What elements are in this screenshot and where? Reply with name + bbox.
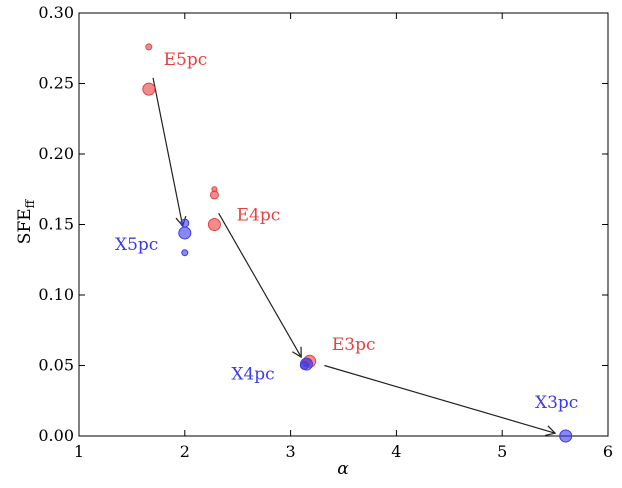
annotation-x3pc: X3pc — [535, 393, 578, 413]
y-tick-label: 0.30 — [38, 3, 74, 22]
x-tick-label: 2 — [180, 442, 190, 461]
y-tick-label: 0.00 — [38, 426, 74, 445]
y-tick-label: 0.10 — [38, 285, 74, 304]
annotation-e5pc: E5pc — [164, 50, 208, 70]
trend-arrow — [218, 212, 302, 359]
annotation-x4pc: X4pc — [231, 365, 274, 385]
data-point-x — [178, 226, 192, 240]
data-point-x — [559, 429, 573, 443]
y-tick-label: 0.20 — [38, 144, 74, 163]
plot-frame — [78, 12, 609, 437]
x-tick-label: 1 — [74, 442, 84, 461]
y-axis-title-sub: ff — [23, 198, 37, 208]
data-point-e — [209, 190, 219, 200]
x-tick-label: 5 — [497, 442, 507, 461]
data-point-x — [180, 218, 190, 228]
trend-arrow — [324, 364, 557, 437]
annotation-e4pc: E4pc — [237, 205, 281, 225]
x-axis-title: α — [337, 459, 349, 479]
y-tick-label: 0.25 — [38, 74, 74, 93]
y-axis-title: SFEff — [15, 198, 37, 244]
y-tick-label: 0.15 — [38, 215, 74, 234]
annotation-e3pc: E3pc — [332, 335, 376, 355]
trend-arrow — [152, 77, 187, 228]
x-tick-label: 6 — [603, 442, 613, 461]
x-tick-label: 3 — [286, 442, 296, 461]
data-point-x — [181, 249, 189, 257]
x-tick-label: 4 — [391, 442, 401, 461]
data-point-x — [299, 361, 309, 370]
y-axis-title-main: SFE — [15, 208, 35, 244]
data-point-e — [145, 43, 153, 51]
data-point-e — [142, 82, 156, 96]
data-point-e — [207, 218, 221, 231]
y-tick-label: 0.05 — [38, 356, 74, 375]
annotation-x5pc: X5pc — [115, 235, 158, 255]
